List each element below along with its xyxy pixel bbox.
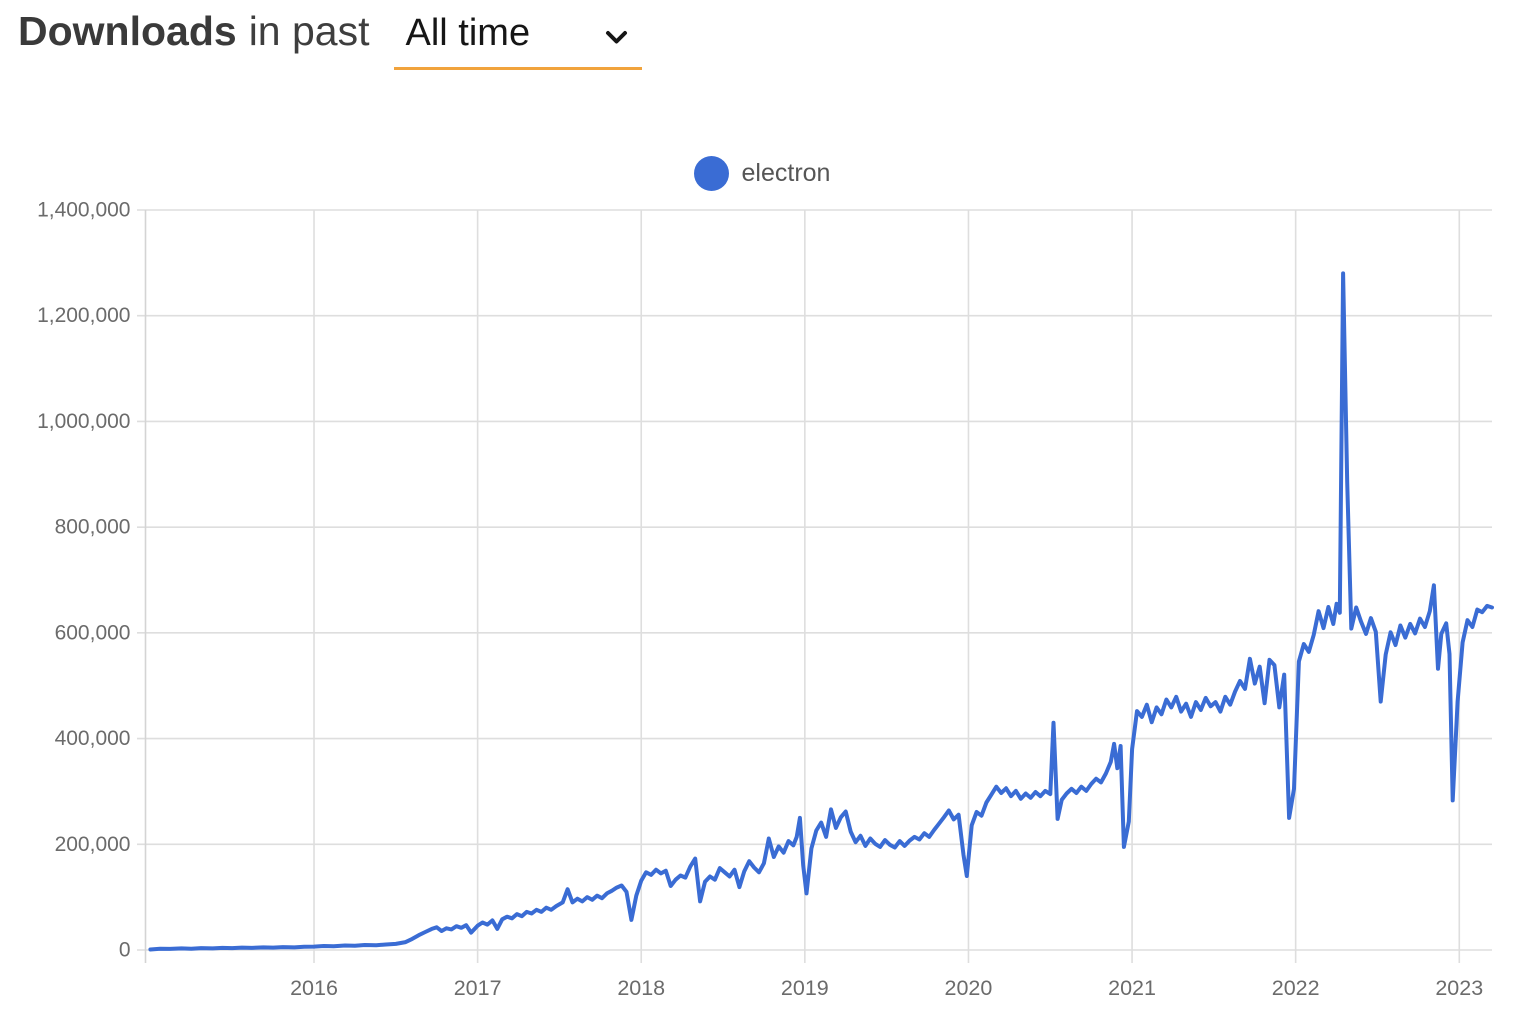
page-title-suffix: in past bbox=[248, 8, 370, 54]
x-axis-tick-label: 2019 bbox=[781, 976, 829, 1000]
legend-label: electron bbox=[741, 159, 831, 187]
x-axis-tick-label: 2016 bbox=[290, 976, 338, 1000]
y-axis-tick-label: 0 bbox=[119, 939, 131, 962]
electron-series-line[interactable] bbox=[148, 271, 1494, 952]
x-axis-tick-label: 2017 bbox=[454, 976, 502, 1000]
x-axis-tick-label: 2022 bbox=[1272, 976, 1320, 1000]
legend-dot-icon bbox=[693, 156, 729, 191]
time-range-select[interactable]: All time bbox=[393, 12, 642, 70]
time-range-value: All time bbox=[405, 12, 531, 54]
y-axis-tick-label: 1,400,000 bbox=[37, 199, 130, 222]
y-axis-tick-label: 1,200,000 bbox=[37, 304, 130, 327]
y-axis-tick-label: 400,000 bbox=[55, 727, 131, 750]
x-axis-tick-label: 2023 bbox=[1435, 976, 1483, 1000]
chevron-down-icon bbox=[605, 12, 628, 55]
y-axis-tick-label: 200,000 bbox=[55, 833, 131, 856]
x-axis-tick-label: 2021 bbox=[1108, 976, 1156, 1000]
legend-item-electron[interactable]: electron bbox=[693, 156, 831, 191]
chart-header: Downloads in past All time bbox=[18, 8, 642, 70]
y-axis-tick-label: 600,000 bbox=[55, 621, 131, 644]
page-title: Downloads bbox=[18, 8, 237, 54]
y-axis-tick-label: 800,000 bbox=[55, 516, 131, 539]
x-axis-tick-label: 2020 bbox=[945, 976, 993, 1000]
y-axis-tick-label: 1,000,000 bbox=[37, 410, 130, 433]
legend: electron bbox=[0, 156, 1524, 191]
x-axis-tick-label: 2018 bbox=[617, 976, 665, 1000]
